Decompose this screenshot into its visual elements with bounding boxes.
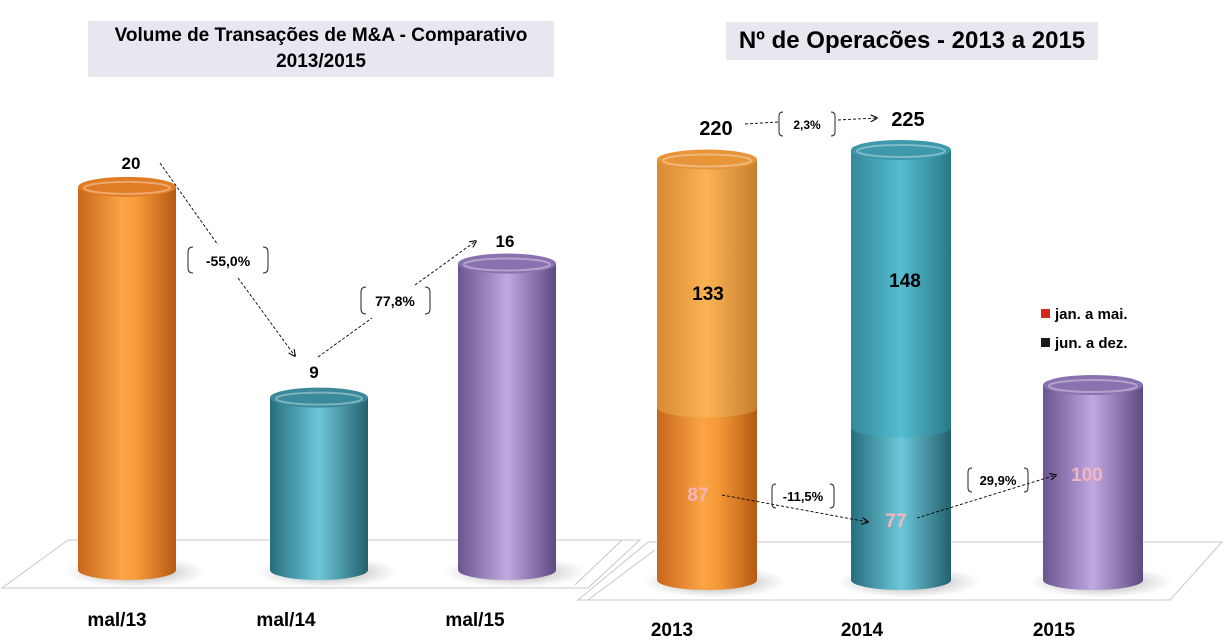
chart1-title: Volume de Transações de M&A - Comparativ…	[88, 21, 554, 77]
chart1-bar	[64, 176, 206, 588]
bar-cap	[657, 149, 757, 170]
bar-cap	[1043, 375, 1143, 395]
chart2-change-label: -11,5%	[783, 489, 824, 504]
bar-body	[78, 186, 176, 581]
bar-cap-highlight	[856, 144, 946, 158]
chart1-change-arrow	[237, 277, 295, 356]
chart2-segment-label: 100	[1071, 465, 1103, 486]
chart2-bars	[643, 140, 1173, 598]
chart1-value-label: 20	[122, 154, 141, 173]
bar-body	[851, 427, 951, 590]
chart2-title: Nº de Operacões - 2013 a 2015	[726, 22, 1098, 60]
chart2-change-label: 2,3%	[793, 118, 821, 132]
chart2-bar-segment-jun-dez	[657, 149, 757, 418]
bar-cap	[458, 253, 556, 274]
chart1-value-label: 9	[309, 363, 318, 382]
chart2-change-bracket	[771, 483, 835, 509]
legend-swatch-jun-dez	[1041, 338, 1050, 347]
chart2-total-label: 225	[891, 109, 924, 131]
chart2-change-bracket	[967, 467, 1029, 493]
chart1-bar	[444, 253, 586, 588]
chart2-change-arrow	[837, 118, 877, 120]
bar-body	[270, 397, 368, 580]
chart1-change-label: -55,0%	[206, 253, 251, 269]
chart1-value-label: 16	[496, 232, 515, 251]
bar-body	[657, 407, 757, 590]
chart1-category-label: mal/13	[87, 610, 146, 631]
chart1-bars	[64, 176, 586, 588]
legend-label: jan. a mai.	[1054, 306, 1128, 323]
legend-label: jun. a dez.	[1054, 335, 1128, 352]
chart1-floor-edge	[586, 549, 656, 601]
chart2-change-bracket	[778, 111, 836, 137]
bar-body	[1043, 385, 1143, 590]
bar-cap	[78, 176, 176, 197]
bar-body	[458, 263, 556, 580]
chart2-category-label: 2013	[651, 620, 693, 641]
chart2-segment-label: 133	[692, 284, 724, 305]
bar-cap	[270, 387, 368, 408]
bar-cap-highlight	[1048, 379, 1138, 393]
chart2-segment-label: 87	[687, 485, 708, 506]
bar-cap-highlight	[275, 391, 363, 406]
chart2-bar-segment-jan-mai	[1029, 375, 1173, 598]
chart2-segment-label: 148	[889, 271, 921, 292]
chart1-title-line1: Volume de Transações de M&A - Comparativ…	[114, 25, 528, 46]
chart2-change-arrow	[916, 475, 1056, 519]
chart1-category-label: mal/14	[256, 610, 316, 631]
bar-cap-highlight	[463, 257, 551, 272]
bar-cap-highlight	[83, 180, 171, 195]
chart1-change-arrow	[317, 317, 373, 358]
chart1-change-label: 77,8%	[375, 293, 415, 309]
chart1-category-label: mal/15	[445, 610, 505, 631]
chart2-category-label: 2015	[1033, 620, 1076, 641]
chart1-change-bracket	[360, 286, 431, 315]
bar-body	[851, 150, 951, 438]
chart1-change-bracket	[187, 246, 269, 274]
chart1-title-line2: 2013/2015	[276, 51, 366, 72]
chart1-change-arrow	[414, 241, 476, 286]
chart2-change-arrow	[744, 121, 779, 125]
chart2-floor-edge	[574, 539, 623, 586]
bar-body	[657, 159, 757, 418]
chart1-change-arrow	[159, 162, 219, 246]
chart2-change-label: 29,9%	[980, 473, 1017, 488]
chart1-bar	[256, 387, 398, 588]
chart2-segment-label: 77	[885, 511, 906, 532]
chart2-total-label: 220	[699, 118, 732, 140]
bar-cap-highlight	[662, 153, 752, 168]
chart2-category-label: 2014	[841, 620, 884, 641]
chart2-bar-segment-jun-dez	[851, 140, 951, 438]
bar-cap	[851, 140, 951, 160]
chart2-bar-segment-jan-mai	[643, 397, 787, 598]
chart2-bar-segment-jan-mai	[837, 417, 981, 598]
legend-swatch-jan-mai	[1041, 309, 1050, 318]
